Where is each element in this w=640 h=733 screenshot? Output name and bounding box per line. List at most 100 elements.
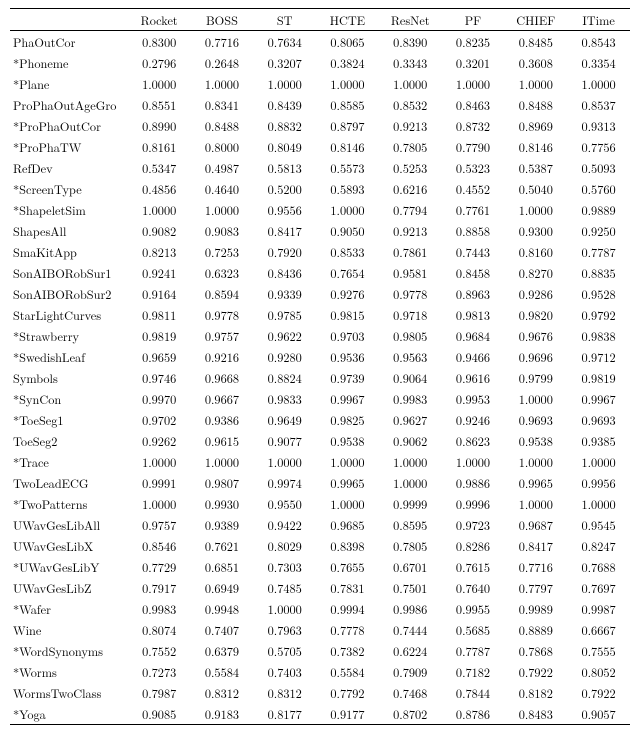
cell-value: 0.9974	[253, 472, 316, 493]
cell-value: 0.8247	[567, 535, 630, 556]
table-row: ShapesAll0.90820.90830.84170.90500.92130…	[10, 220, 630, 241]
cell-value: 0.8702	[379, 703, 442, 725]
cell-value: 0.8312	[253, 682, 316, 703]
cell-value: 1.0000	[191, 73, 254, 94]
cell-value: 1.0000	[504, 199, 567, 220]
cell-value: 0.9659	[128, 346, 191, 367]
cell-value: 0.8488	[191, 115, 254, 136]
cell-value: 0.8146	[316, 136, 379, 157]
table-row: UWavGesLibX0.85460.76210.80290.83980.780…	[10, 535, 630, 556]
cell-value: 0.9676	[504, 325, 567, 346]
cell-value: 0.8286	[442, 535, 505, 556]
cell-value: 0.9703	[316, 325, 379, 346]
cell-value: 0.9313	[567, 115, 630, 136]
cell-value: 0.8832	[253, 115, 316, 136]
cell-value: 1.0000	[379, 451, 442, 472]
cell-value: 0.8732	[442, 115, 505, 136]
cell-value: 0.9085	[128, 703, 191, 725]
cell-value: 0.9746	[128, 367, 191, 388]
cell-value: 1.0000	[128, 199, 191, 220]
cell-value: 0.9062	[379, 430, 442, 451]
cell-value: 0.9965	[316, 472, 379, 493]
cell-value: 1.0000	[504, 451, 567, 472]
cell-value: 1.0000	[316, 451, 379, 472]
cell-value: 0.7501	[379, 577, 442, 598]
cell-value: 0.9778	[379, 283, 442, 304]
table-row: UWavGesLibAll0.97570.93890.94220.96850.8…	[10, 514, 630, 535]
cell-value: 0.7444	[379, 619, 442, 640]
cell-value: 0.9280	[253, 346, 316, 367]
cell-value: 0.5387	[504, 157, 567, 178]
table-row: *ToeSeg10.97020.93860.96490.98250.96270.…	[10, 409, 630, 430]
table-row: *Worms0.72730.55840.74030.55840.79090.71…	[10, 661, 630, 682]
cell-value: 0.5573	[316, 157, 379, 178]
cell-value: 0.5347	[128, 157, 191, 178]
cell-value: 0.9389	[191, 514, 254, 535]
cell-value: 0.8458	[442, 262, 505, 283]
cell-value: 0.7805	[379, 535, 442, 556]
cell-value: 0.8398	[316, 535, 379, 556]
cell-value: 1.0000	[504, 388, 567, 409]
cell-value: 0.4552	[442, 178, 505, 199]
cell-value: 1.0000	[316, 199, 379, 220]
cell-value: 0.9077	[253, 430, 316, 451]
cell-value: 0.7987	[128, 682, 191, 703]
row-label: *ProPhaTW	[10, 136, 128, 157]
cell-value: 0.9615	[191, 430, 254, 451]
cell-value: 0.9991	[128, 472, 191, 493]
cell-value: 0.6949	[191, 577, 254, 598]
cell-value: 0.7716	[191, 31, 254, 53]
cell-value: 0.9825	[316, 409, 379, 430]
cell-value: 0.8889	[504, 619, 567, 640]
cell-value: 0.8213	[128, 241, 191, 262]
row-label: SmaKitApp	[10, 241, 128, 262]
cell-value: 0.8532	[379, 94, 442, 115]
cell-value: 0.9216	[191, 346, 254, 367]
table-row: *Yoga0.90850.91830.81770.91770.87020.878…	[10, 703, 630, 725]
table-row: *WordSynonyms0.75520.63790.57050.73820.6…	[10, 640, 630, 661]
row-label: UWavGesLibZ	[10, 577, 128, 598]
cell-value: 0.8029	[253, 535, 316, 556]
cell-value: 0.9057	[567, 703, 630, 725]
cell-value: 0.8049	[253, 136, 316, 157]
cell-value: 1.0000	[379, 472, 442, 493]
cell-value: 0.7407	[191, 619, 254, 640]
cell-value: 0.9581	[379, 262, 442, 283]
cell-value: 0.9723	[442, 514, 505, 535]
cell-value: 0.9989	[504, 598, 567, 619]
row-label: UWavGesLibX	[10, 535, 128, 556]
cell-value: 0.9556	[253, 199, 316, 220]
cell-value: 0.6701	[379, 556, 442, 577]
cell-value: 0.8824	[253, 367, 316, 388]
row-label: *UWavGesLibY	[10, 556, 128, 577]
cell-value: 0.9948	[191, 598, 254, 619]
row-label: *Worms	[10, 661, 128, 682]
cell-value: 1.0000	[567, 451, 630, 472]
cell-value: 0.9983	[128, 598, 191, 619]
cell-value: 0.7920	[253, 241, 316, 262]
cell-value: 0.6216	[379, 178, 442, 199]
cell-value: 0.8551	[128, 94, 191, 115]
cell-value: 0.9718	[379, 304, 442, 325]
cell-value: 0.8483	[504, 703, 567, 725]
cell-value: 0.8182	[504, 682, 567, 703]
cell-value: 0.8595	[379, 514, 442, 535]
cell-value: 0.7909	[379, 661, 442, 682]
cell-value: 0.9811	[128, 304, 191, 325]
cell-value: 0.3608	[504, 52, 567, 73]
cell-value: 0.9213	[379, 115, 442, 136]
cell-value: 0.8390	[379, 31, 442, 53]
cell-value: 0.9538	[316, 430, 379, 451]
cell-value: 0.9994	[316, 598, 379, 619]
cell-value: 0.9953	[442, 388, 505, 409]
cell-value: 0.7485	[253, 577, 316, 598]
table-body: PhaOutCor0.83000.77160.76340.80650.83900…	[10, 31, 630, 725]
cell-value: 0.7655	[316, 556, 379, 577]
cell-value: 0.9819	[567, 367, 630, 388]
cell-value: 0.9815	[316, 304, 379, 325]
cell-value: 0.7729	[128, 556, 191, 577]
cell-value: 0.8146	[504, 136, 567, 157]
row-label: *ScreenType	[10, 178, 128, 199]
results-table: RocketBOSSSTHCTEResNetPFCHIEFITime PhaOu…	[10, 8, 630, 725]
cell-value: 0.8341	[191, 94, 254, 115]
